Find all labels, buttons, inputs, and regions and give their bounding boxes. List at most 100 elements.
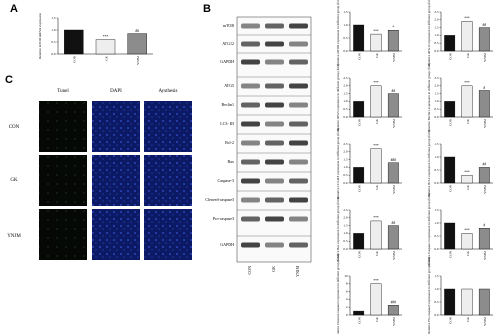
band [265,178,284,184]
y-tick-label: 1.0 [343,231,347,235]
band-label: Bax [228,159,234,164]
significance-label: ## [135,29,139,33]
band [289,242,308,248]
lane-label: CON [247,266,252,275]
y-tick-label: 0.0 [434,181,438,185]
y-tick-label: 0.5 [434,168,438,172]
y-tick-label: 0.5 [343,107,347,111]
band [289,102,308,108]
x-tick-label: YNJM [483,251,487,260]
significance-label: *** [464,81,470,85]
y-tick-label: 8 [346,282,348,286]
y-tick-label: 1.0 [434,221,438,225]
y-tick-label: 0.5 [343,239,347,243]
bar [461,85,473,118]
x-tick-label: CON [448,118,452,126]
bar-chart: Relative mTOR expression in different gr… [336,0,402,66]
y-tick-label: 0.5 [343,36,347,40]
panel-c: Tunel DAPI Aysthesis CON GK YNJM [7,89,192,260]
bar [370,148,382,184]
x-tick-label: YNJM [136,56,140,65]
band [265,121,284,127]
band [241,121,260,127]
x-tick-label: GK [466,52,470,57]
lane-label: YNJM [295,266,300,277]
band [289,159,308,165]
bar-chart: Relative Bax expression in different gro… [336,197,402,262]
significance-label: ## [483,163,487,167]
y-tick-label: 2.5 [434,10,438,14]
y-tick-label: 2.0 [343,150,347,154]
band [289,197,308,203]
y-tick-label: 0.5 [434,41,438,45]
significance-label: # [483,86,485,90]
micrograph [92,101,140,152]
panel-letter: B [203,3,211,15]
band-label: GAPDH [220,59,234,64]
significance-label: ## [392,89,396,93]
column-header: Tunel [57,89,69,94]
y-tick-label: 1.5 [51,16,55,20]
significance-label: *** [103,35,109,39]
micrograph [92,209,140,260]
y-tick-label: 0 [346,313,348,317]
bar [387,93,399,118]
bar-chart: Relative mTOR mRNA expression 0.0 0.5 1.0 1.… [38,13,153,65]
micrograph [144,155,192,206]
y-tick-label: 2.5 [343,76,347,80]
band [265,23,284,29]
y-axis-label: Relative ATG5 expression in different gr… [336,64,340,131]
band-label: Caspase-3 [218,178,234,183]
band [241,242,260,248]
y-tick-label: 0.0 [434,313,438,317]
y-tick-label: 0.0 [434,247,438,251]
x-tick-label: YNJM [483,185,487,194]
significance-label: *** [373,144,379,148]
band [241,178,260,184]
y-tick-label: 0.5 [51,40,55,44]
band [289,83,308,89]
significance-label: # [483,224,485,228]
significance-label: *** [373,216,379,220]
y-tick-label: 4 [346,297,348,301]
bar-chart: Relative Beclin1 expression in different… [427,63,493,132]
row-label: YNJM [7,234,21,239]
y-tick-label: 0.0 [343,49,347,53]
y-axis-label: Relative Bcl-2 expression in different g… [427,130,431,196]
bar [478,227,490,250]
bar [387,30,399,52]
band [241,83,260,89]
y-tick-label: 1.0 [51,28,55,32]
band [265,140,284,146]
band [265,102,284,108]
y-tick-label: 1.0 [434,33,438,37]
y-tick-label: 2.5 [343,208,347,212]
band [289,121,308,127]
x-tick-label: CON [448,184,452,192]
x-tick-label: YNJM [483,53,487,62]
lane-label: GK [271,266,276,272]
band [289,178,308,184]
band [241,41,260,47]
bar [478,90,490,118]
bar [370,283,382,316]
micrograph [39,101,87,152]
y-tick-label: 2.0 [434,18,438,22]
band-label: LC3- Ⅱ/Ⅰ [220,121,234,126]
x-tick-label: YNJM [392,317,396,326]
y-tick-label: 1.5 [434,208,438,212]
x-tick-label: YNJM [483,317,487,326]
bar [64,29,84,55]
x-tick-label: CON [357,184,361,192]
row-label: GK [10,178,18,183]
x-tick-label: GK [466,118,470,123]
micrograph [39,155,87,206]
significance-label: *** [464,17,470,21]
y-tick-label: 2.5 [434,76,438,80]
band [241,23,260,29]
significance-label: *** [373,81,379,85]
x-tick-label: GK [466,250,470,255]
row-label: CON [9,125,20,130]
x-tick-label: CON [357,316,361,324]
